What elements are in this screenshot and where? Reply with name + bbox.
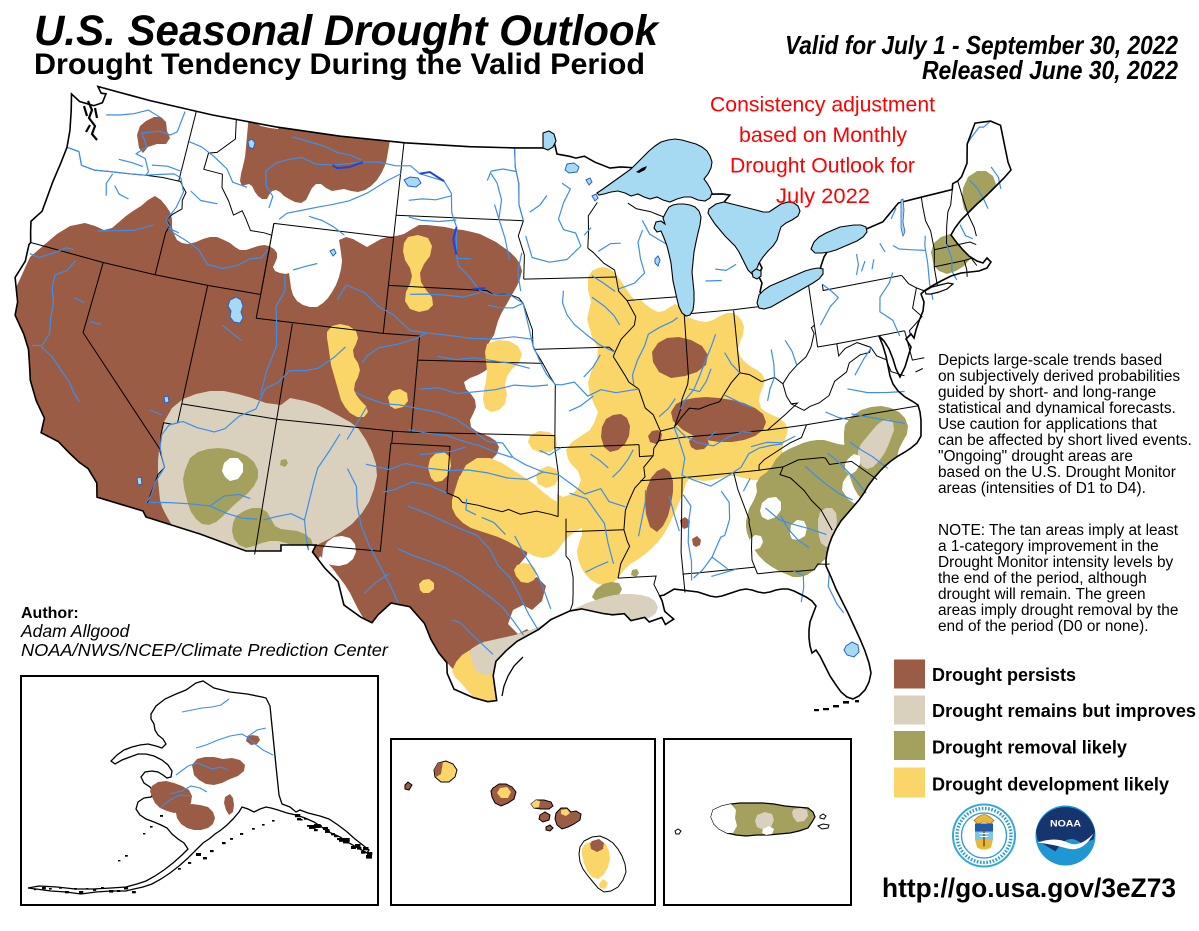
- svg-text:"Ongoing" drought areas are: "Ongoing" drought areas are: [938, 448, 1133, 465]
- svg-text:based on the U.S. Drought Moni: based on the U.S. Drought Monitor: [938, 464, 1176, 481]
- svg-text:guided by short- and long-rang: guided by short- and long-range: [938, 384, 1156, 401]
- svg-text:a 1-category improvement in th: a 1-category improvement in the: [938, 538, 1159, 555]
- svg-text:statistical and dynamical fore: statistical and dynamical forecasts.: [938, 400, 1176, 417]
- svg-text:areas (intensities of D1 to D4: areas (intensities of D1 to D4).: [938, 480, 1146, 497]
- svg-text:NOAA: NOAA: [1050, 819, 1082, 829]
- svg-text:U.S. Seasonal Drought Outlook: U.S. Seasonal Drought Outlook: [34, 7, 660, 55]
- svg-text:Drought development likely: Drought development likely: [932, 775, 1169, 795]
- svg-text:Drought removal likely: Drought removal likely: [932, 738, 1127, 758]
- svg-text:Use caution for applications t: Use caution for applications that: [938, 416, 1158, 433]
- svg-text:Drought Monitor intensity leve: Drought Monitor intensity levels by: [938, 554, 1174, 571]
- svg-text:Drought Outlook for: Drought Outlook for: [730, 155, 915, 178]
- svg-text:Author:: Author:: [21, 605, 79, 622]
- svg-text:Released June 30, 2022: Released June 30, 2022: [922, 55, 1178, 85]
- svg-text:drought will remain. The green: drought will remain. The green: [938, 586, 1146, 603]
- svg-text:Valid for July 1 - September 3: Valid for July 1 - September 30, 2022: [785, 30, 1178, 60]
- svg-text:Consistency adjustment: Consistency adjustment: [710, 94, 935, 117]
- svg-text:http://go.usa.gov/3eZ73: http://go.usa.gov/3eZ73: [882, 873, 1176, 903]
- svg-text:areas imply drought removal by: areas imply drought removal by the: [938, 602, 1178, 619]
- svg-text:Drought persists: Drought persists: [932, 665, 1076, 685]
- svg-text:Adam Allgood: Adam Allgood: [20, 621, 131, 641]
- svg-text:based on Monthly: based on Monthly: [739, 124, 908, 147]
- svg-text:NOTE: The tan areas imply at l: NOTE: The tan areas imply at least: [938, 522, 1179, 539]
- svg-text:the end of the period, althoug: the end of the period, although: [938, 570, 1147, 587]
- svg-text:July 2022: July 2022: [776, 185, 870, 208]
- svg-text:Drought Tendency During the Va: Drought Tendency During the Valid Period: [34, 48, 645, 81]
- svg-text:NOAA/NWS/NCEP/Climate Predicti: NOAA/NWS/NCEP/Climate Prediction Center: [21, 640, 389, 660]
- svg-text:on subjectively derived probab: on subjectively derived probabilities: [938, 368, 1180, 385]
- svg-text:Depicts large-scale trends bas: Depicts large-scale trends based: [938, 352, 1162, 369]
- svg-text:can be affected by short lived: can be affected by short lived events.: [938, 432, 1192, 449]
- svg-text:Drought remains but improves: Drought remains but improves: [932, 701, 1196, 721]
- svg-text:end of the period (D0 or none): end of the period (D0 or none).: [938, 618, 1148, 635]
